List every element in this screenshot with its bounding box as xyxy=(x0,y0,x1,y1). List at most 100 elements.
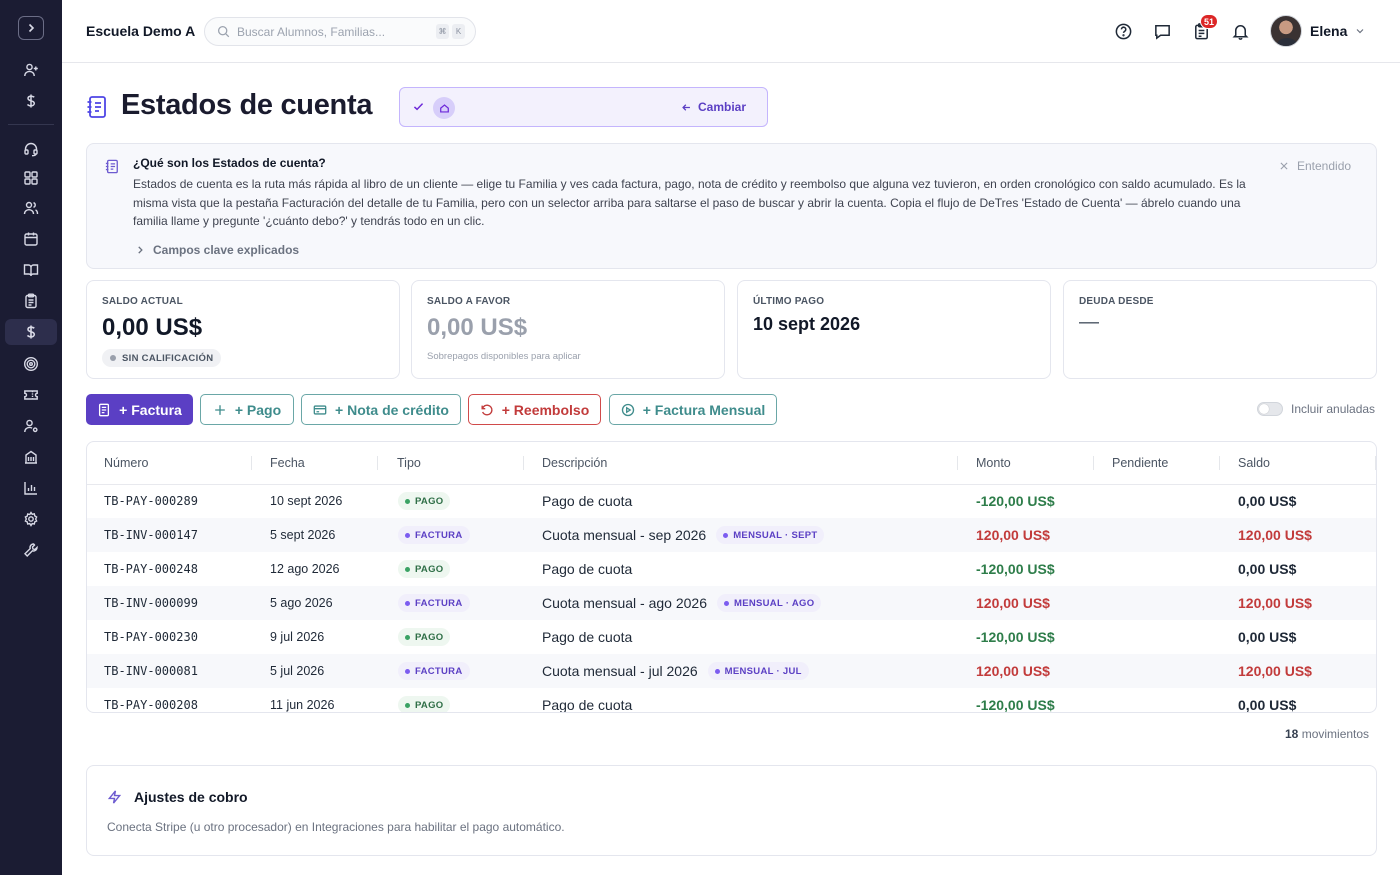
description-text: Cuota mensual - jul 2026 xyxy=(542,663,698,679)
sidebar-item-dashboard[interactable] xyxy=(5,165,57,191)
column-divider xyxy=(377,456,378,470)
dismiss-info-button[interactable]: Entendido xyxy=(1279,159,1351,173)
stat-card-debt-since: DEUDA DESDE — xyxy=(1063,280,1377,379)
toggle-switch[interactable] xyxy=(1257,402,1283,416)
key-fields-toggle[interactable]: Campos clave explicados xyxy=(135,243,299,257)
chevron-right-icon xyxy=(138,246,143,254)
type-badge-label: PAGO xyxy=(415,495,444,507)
add-refund-label: + Reembolso xyxy=(501,401,590,418)
plus-icon xyxy=(215,404,225,415)
info-body: Estados de cuenta es la ruta más rápida … xyxy=(133,177,1246,228)
sidebar-item-goals[interactable] xyxy=(5,351,57,377)
column-header-number[interactable]: Número xyxy=(104,456,149,470)
sidebar-item-analytics[interactable] xyxy=(5,475,57,501)
type-badge: FACTURA xyxy=(398,526,470,544)
sidebar-toggle-button[interactable] xyxy=(18,16,44,40)
cell-type: PAGO xyxy=(398,552,451,586)
cell-date: 5 sept 2026 xyxy=(270,528,336,542)
description-text: Cuota mensual - sep 2026 xyxy=(542,527,707,543)
cell-description: Pago de cuota xyxy=(542,620,632,654)
table-row[interactable]: TB-INV-000099 5 ago 2026 FACTURA Cuota m… xyxy=(87,586,1376,620)
user-settings-icon xyxy=(24,419,38,433)
sidebar-item-staff[interactable] xyxy=(5,413,57,439)
family-selector[interactable]: Cambiar xyxy=(399,87,768,127)
cell-description: Cuota mensual - sep 2026 MENSUAL · SEPT xyxy=(542,518,825,552)
status-dot xyxy=(714,668,720,674)
users-icon xyxy=(23,201,39,215)
search-input[interactable] xyxy=(237,23,427,41)
cell-number: TB-INV-000081 xyxy=(104,664,198,678)
dollar-icon xyxy=(26,94,36,108)
column-header-amount[interactable]: Monto xyxy=(976,456,1011,470)
sidebar-item-support[interactable] xyxy=(5,136,57,162)
cell-type: FACTURA xyxy=(398,586,470,620)
include-voided-label: Incluir anuladas xyxy=(1291,402,1376,416)
cell-description: Pago de cuota xyxy=(542,552,632,586)
sidebar-item-calendar[interactable] xyxy=(5,226,57,252)
headset-icon xyxy=(24,142,38,157)
messages-button[interactable] xyxy=(1152,21,1172,41)
add-payment-label: + Pago xyxy=(234,401,282,418)
column-header-pending[interactable]: Pendiente xyxy=(1112,456,1169,470)
chevron-down-icon[interactable] xyxy=(1354,24,1366,42)
cell-amount: -120,00 US$ xyxy=(976,493,1055,509)
global-search[interactable]: ⌘ K xyxy=(204,17,476,46)
column-header-date[interactable]: Fecha xyxy=(270,456,305,470)
table-row[interactable]: TB-INV-000081 5 jul 2026 FACTURA Cuota m… xyxy=(87,654,1376,688)
table-row[interactable]: TB-PAY-000208 11 jun 2026 PAGO Pago de c… xyxy=(87,688,1376,712)
cell-type: PAGO xyxy=(398,620,451,654)
cell-date: 11 jun 2026 xyxy=(270,698,335,712)
column-header-type[interactable]: Tipo xyxy=(397,456,421,470)
stat-value: 0,00 US$ xyxy=(102,314,203,341)
add-credit-note-label: + Nota de crédito xyxy=(335,401,449,418)
arrow-left-icon xyxy=(682,103,690,111)
type-badge-label: FACTURA xyxy=(415,529,463,541)
change-family-button[interactable]: Cambiar xyxy=(681,100,746,114)
stat-label: DEUDA DESDE xyxy=(1079,296,1154,307)
table-row[interactable]: TB-PAY-000289 10 sept 2026 PAGO Pago de … xyxy=(87,484,1376,518)
sidebar-item-reports[interactable] xyxy=(5,288,57,314)
collection-settings-title: Ajustes de cobro xyxy=(134,789,248,805)
table-row[interactable]: TB-PAY-000230 9 jul 2026 PAGO Pago de cu… xyxy=(87,620,1376,654)
column-header-balance[interactable]: Saldo xyxy=(1238,456,1270,470)
sidebar-item-events[interactable] xyxy=(5,382,57,408)
cell-amount: -120,00 US$ xyxy=(976,629,1055,645)
user-name[interactable]: Elena xyxy=(1310,23,1348,39)
zap-icon xyxy=(107,789,122,810)
cell-type: FACTURA xyxy=(398,518,470,552)
add-refund-button[interactable]: + Reembolso xyxy=(468,394,601,425)
column-header-description[interactable]: Descripción xyxy=(542,456,608,470)
user-plus-icon xyxy=(24,63,38,77)
cell-balance: 120,00 US$ xyxy=(1238,527,1312,543)
add-payment-button[interactable]: + Pago xyxy=(200,394,294,425)
sidebar-item-families[interactable] xyxy=(5,195,57,221)
rating-badge: SIN CALIFICACIÓN xyxy=(102,349,222,367)
type-badge-label: PAGO xyxy=(415,563,444,575)
header-divider xyxy=(87,484,1376,485)
building-icon xyxy=(25,450,37,464)
sidebar-item-school[interactable] xyxy=(5,444,57,470)
sidebar-item-billing[interactable] xyxy=(5,319,57,345)
sidebar-item-finance[interactable] xyxy=(5,88,57,114)
help-circle-icon xyxy=(1115,23,1131,39)
sidebar-item-courses[interactable] xyxy=(5,257,57,283)
notifications-button[interactable] xyxy=(1230,21,1250,41)
add-credit-note-button[interactable]: + Nota de crédito xyxy=(301,394,461,425)
add-invoice-button[interactable]: + Factura xyxy=(86,394,193,425)
sidebar-item-admissions[interactable] xyxy=(5,57,57,83)
help-button[interactable] xyxy=(1113,21,1133,41)
column-divider xyxy=(957,456,958,470)
table-row[interactable]: TB-INV-000147 5 sept 2026 FACTURA Cuota … xyxy=(87,518,1376,552)
include-voided-toggle[interactable]: Incluir anuladas xyxy=(1257,402,1375,416)
column-divider xyxy=(523,456,524,470)
sidebar-item-tools[interactable] xyxy=(5,537,57,563)
receipt-icon xyxy=(99,403,110,416)
stat-card-last-payment: ÚLTIMO PAGO 10 sept 2026 xyxy=(737,280,1051,379)
add-monthly-invoice-button[interactable]: + Factura Mensual xyxy=(609,394,777,425)
cell-type: FACTURA xyxy=(398,654,470,688)
cell-amount: 120,00 US$ xyxy=(976,595,1050,611)
stat-label: SALDO A FAVOR xyxy=(427,296,511,307)
user-avatar[interactable] xyxy=(1270,15,1302,47)
sidebar-item-settings[interactable] xyxy=(5,506,57,532)
table-row[interactable]: TB-PAY-000248 12 ago 2026 PAGO Pago de c… xyxy=(87,552,1376,586)
